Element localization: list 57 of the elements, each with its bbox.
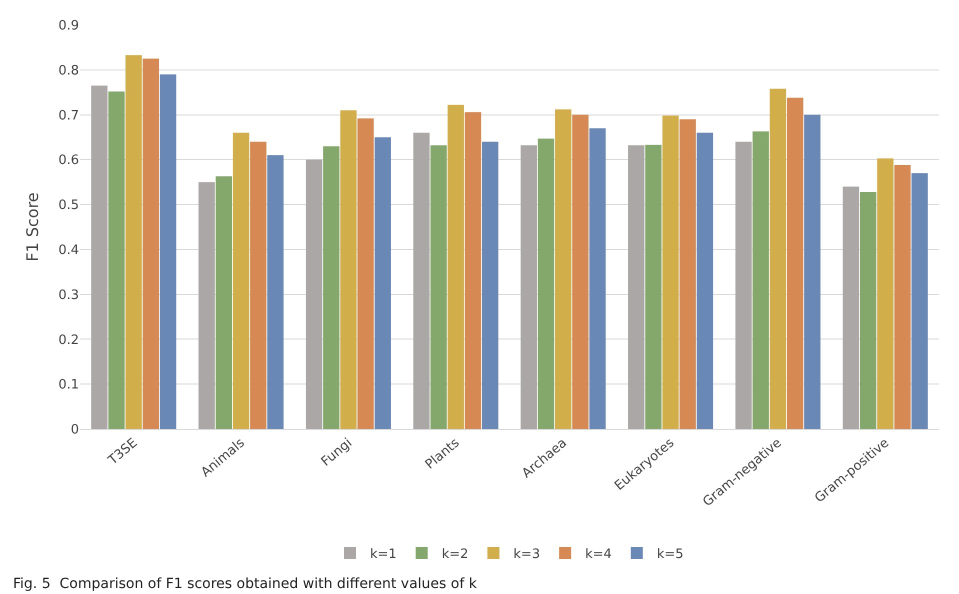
bar: [306, 160, 322, 429]
bar: [628, 145, 644, 429]
bar: [589, 128, 606, 429]
bar: [520, 145, 537, 429]
y-tick-label: 0.9: [58, 18, 79, 34]
bar: [770, 88, 786, 429]
y-axis-title: F1 Score: [23, 192, 42, 262]
y-tick-label: 0.7: [58, 108, 79, 124]
bar: [860, 192, 876, 429]
bar: [804, 114, 820, 429]
y-tick-label: 0: [70, 422, 79, 438]
legend-label: k=3: [513, 547, 540, 562]
bar: [142, 58, 160, 429]
caption: Fig. 5 Comparison of F1 scores obtained with different values of k: [13, 576, 478, 592]
bar: [912, 173, 928, 429]
y-tick-label: 0.8: [58, 63, 79, 78]
y-tick-label: 0.2: [58, 332, 79, 348]
bar: [448, 104, 464, 429]
legend-label: k=1: [370, 547, 397, 562]
bar: [232, 132, 250, 429]
bar: [735, 142, 752, 429]
bar: [108, 91, 125, 429]
bar: [374, 137, 391, 429]
bar: [696, 132, 714, 429]
legend-label: k=5: [656, 547, 684, 562]
y-tick-label: 0.3: [58, 288, 79, 303]
y-tick-label: 0.5: [58, 198, 79, 214]
bar: [842, 186, 860, 429]
bar: [267, 155, 284, 429]
bar: [413, 132, 430, 429]
bar: [572, 114, 589, 429]
bar: [430, 145, 447, 429]
bar: [198, 182, 215, 429]
bar: [680, 119, 696, 429]
y-tick-label: 0.6: [58, 153, 79, 168]
bar: [482, 142, 498, 429]
bar: [250, 142, 266, 429]
bar: [752, 131, 769, 429]
y-tick-label: 0.4: [58, 242, 79, 258]
bar: [786, 98, 804, 429]
bar: [555, 109, 572, 429]
bar: [126, 55, 142, 429]
legend-label: k=2: [442, 547, 468, 562]
y-tick-label: 0.1: [58, 378, 79, 393]
bar: [357, 118, 374, 429]
bar: [645, 144, 662, 429]
bar: [464, 112, 482, 429]
bar: [894, 165, 911, 429]
bar: [538, 138, 554, 429]
bar: [662, 116, 679, 429]
legend-label: k=4: [585, 547, 612, 562]
bar: [323, 146, 340, 429]
bar: [340, 110, 357, 429]
bar: [91, 86, 108, 429]
bar: [160, 74, 176, 429]
bar: [216, 176, 232, 429]
bar: [877, 158, 894, 429]
